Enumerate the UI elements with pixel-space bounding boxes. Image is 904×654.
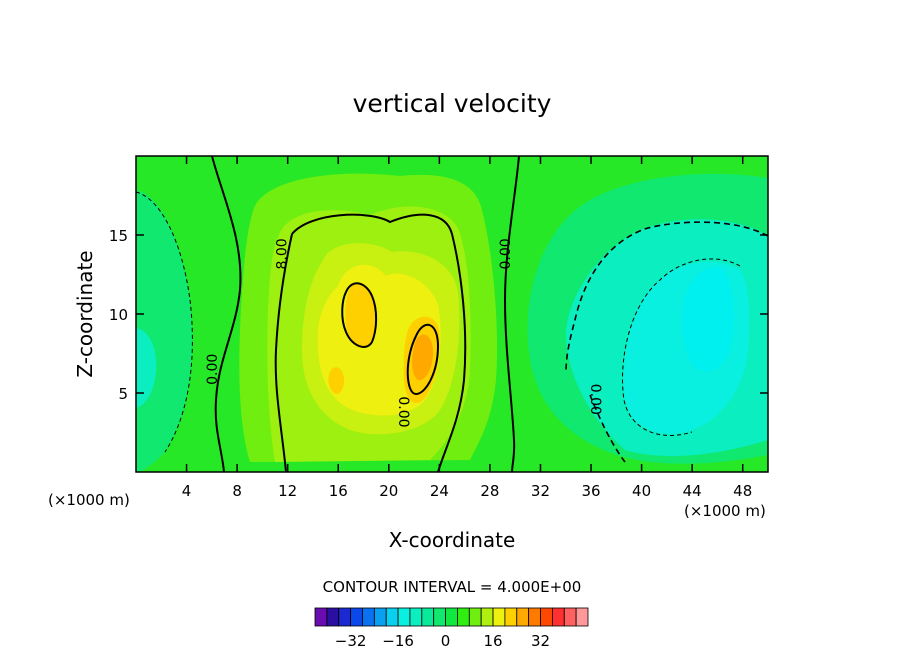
colorbar-swatch [409,607,423,627]
colorbar-swatch [445,607,458,627]
colorbar-swatch [314,607,328,627]
x-unit-label-left: (×1000 m) [48,491,130,509]
colorbar-swatch [575,607,589,627]
y-tick-label: 5 [118,385,128,403]
x-tick-label: 24 [430,482,449,500]
contour-line-zero-left [211,156,242,472]
y-tick-label: 15 [109,227,128,245]
colorbar-tick-label: 16 [483,632,502,650]
contour-region-pos24 [412,334,434,381]
x-tick-label: 48 [733,482,752,500]
contour-label: 0.00 [587,384,603,415]
colorbar-swatch [480,607,494,627]
colorbar-tick-label: 32 [531,632,550,650]
contour-region-neg20-right [682,267,735,372]
colorbar [314,607,589,627]
contour-line-neg-inner [622,258,741,436]
colorbar-swatch [516,607,530,627]
colorbar-swatch [350,607,363,627]
contour-interval-text: CONTOUR INTERVAL = 4.000E+00 [323,578,582,596]
colorbar-swatch [433,607,446,627]
contour-region-neg4-left [136,190,193,472]
contour-line-zero-right [503,156,520,472]
contour-label: 0.00 [498,238,514,269]
colorbar-swatch [528,607,541,627]
colorbar-swatch [338,607,352,627]
x-axis: 4 8 12 16 20 24 28 32 36 40 44 48 [182,156,752,500]
colorbar-swatch [385,607,399,627]
colorbar-tick-label: 0 [441,632,451,650]
contour-label: 0.00 [205,354,221,385]
contour-line-neg-left [136,191,193,453]
x-unit-label-right: (×1000 m) [684,502,766,520]
x-tick-label: 40 [632,482,651,500]
x-axis-label: X-coordinate [389,528,516,552]
x-tick-label: 36 [581,482,600,500]
contour-line-neg-right [565,221,768,463]
colorbar-swatch [373,607,387,627]
x-tick-label: 16 [329,482,348,500]
colorbar-swatch [551,607,565,627]
x-tick-label: 12 [278,482,297,500]
colorbar-swatch [504,607,518,627]
contour-line-max [406,323,440,396]
contour-line-eight [274,213,467,472]
x-tick-label: 8 [232,482,242,500]
y-tick-label: 10 [109,306,128,324]
y-axis-label: Z-coordinate [73,250,97,377]
colorbar-swatch [397,607,411,627]
colorbar-ticks: −32 −16 0 16 32 [335,632,550,650]
colorbar-tick-label: −16 [382,632,414,650]
contour-region-neg8-left [136,328,157,408]
colorbar-swatch [362,607,375,627]
colorbar-swatch [540,607,553,627]
colorbar-swatch [326,607,340,627]
contour-region-pos20-lower [328,367,345,395]
colorbar-swatch [563,607,577,627]
x-tick-label: 28 [480,482,499,500]
contour-label: 8.00 [274,238,290,269]
chart-title: vertical velocity [353,89,552,118]
plot-area [136,156,768,472]
x-tick-label: 32 [531,482,550,500]
contour-line-max-left [341,282,378,348]
contour-labels: 8.00 0.00 0.00 0.00 0.00 [205,238,603,427]
x-tick-label: 20 [379,482,398,500]
x-tick-label: 44 [683,482,702,500]
colorbar-tick-label: −32 [335,632,367,650]
x-tick-label: 4 [182,482,192,500]
colorbar-swatch [468,607,482,627]
colorbar-swatch [457,607,470,627]
colorbar-swatch [492,607,506,627]
colorbar-swatch [421,607,435,627]
y-axis: 5 10 15 [109,227,768,403]
contour-region-pos20-left [345,283,377,349]
contour-label: 0.00 [395,396,411,427]
